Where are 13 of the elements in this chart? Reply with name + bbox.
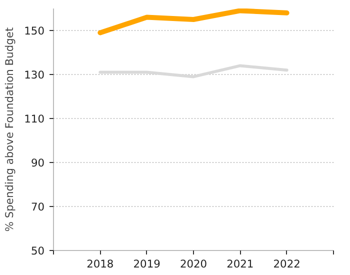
y-tick-label: 110 — [24, 112, 45, 126]
y-tick-label: 130 — [24, 68, 45, 82]
y-tick-label: 50 — [30, 244, 45, 258]
x-tick-label: 2021 — [226, 258, 254, 270]
line-series — [98, 64, 288, 78]
y-tick-label: 90 — [30, 156, 45, 170]
y-tick-label: 70 — [30, 200, 45, 214]
x-tick-label: 2018 — [86, 258, 114, 270]
y-tick-label: 150 — [24, 24, 45, 38]
y-axis-title: % Spending above Foundation Budget — [3, 27, 16, 232]
x-tick-label: 2019 — [133, 258, 161, 270]
x-tick-label: 2022 — [273, 258, 300, 270]
x-tick-label: 2020 — [180, 258, 208, 270]
